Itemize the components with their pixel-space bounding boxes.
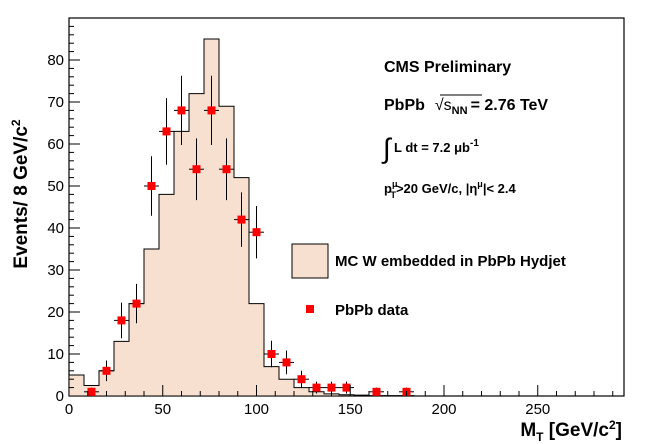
data-point (339, 381, 354, 394)
data-point (159, 98, 174, 165)
y-tick-label: 70 (47, 94, 64, 111)
data-marker (207, 106, 216, 115)
data-marker (252, 228, 261, 237)
data-point (84, 387, 99, 396)
legend-mc-label: MC W embedded in PbPb Hydjet (335, 253, 566, 270)
mc-histogram (68, 38, 624, 397)
data-marker (222, 165, 231, 174)
x-tick-label: 50 (154, 401, 171, 418)
y-tick-label: 20 (47, 304, 64, 321)
data-point (129, 283, 144, 324)
x-axis-label: MT [GeV/c2] (520, 418, 622, 444)
data-points (84, 75, 414, 396)
data-marker (177, 106, 186, 115)
data-marker (267, 350, 276, 358)
data-point (279, 350, 294, 375)
legend-data-marker (306, 305, 314, 313)
energy-label: PbPb √sNN = 2.76 TeV (384, 97, 548, 117)
y-tick-label: 50 (47, 178, 64, 195)
data-point (234, 192, 249, 247)
data-point (114, 302, 129, 339)
experiment-label: CMS Preliminary (384, 59, 511, 76)
y-tick-label: 40 (47, 220, 64, 237)
data-marker (372, 387, 381, 396)
data-marker (87, 387, 96, 396)
data-point (189, 138, 204, 201)
y-tick-label: 60 (47, 136, 64, 153)
data-marker (297, 375, 306, 384)
data-point (99, 360, 114, 382)
legend-data-label: PbPb data (335, 302, 409, 319)
y-tick-label: 10 (47, 346, 64, 363)
data-point (219, 138, 234, 201)
x-tick-label: 0 (65, 401, 73, 418)
y-tick-label: 0 (56, 388, 64, 405)
x-tick-label: 200 (431, 401, 456, 418)
x-tick-label: 150 (338, 401, 363, 418)
data-marker (327, 383, 336, 392)
data-marker (312, 383, 321, 392)
histogram-bars (68, 38, 624, 397)
y-tick-label: 80 (47, 52, 64, 69)
data-marker (162, 127, 171, 136)
legend: MC W embedded in PbPb Hydjet PbPb data (291, 243, 566, 319)
axis-ticks: 0 50 100 150 200 250 0 10 20 30 40 50 60 70 80 (47, 25, 614, 418)
x-tick-label: 100 (244, 401, 269, 418)
data-point (174, 75, 189, 146)
data-marker (117, 316, 126, 325)
data-marker (342, 383, 351, 392)
legend-mc-swatch (291, 243, 329, 279)
data-point (264, 340, 279, 368)
data-marker (147, 182, 156, 190)
data-marker (132, 299, 141, 308)
data-marker (237, 215, 246, 224)
data-point (249, 205, 264, 259)
y-axis-label: Events/ 8 GeV/c2 (9, 119, 32, 269)
data-point (369, 387, 384, 396)
data-point (294, 370, 309, 388)
data-marker (102, 366, 111, 375)
data-marker (192, 165, 201, 174)
integral-sign: ∫ (381, 133, 393, 164)
luminosity-label: L dt = 7.2 μb-1 (394, 138, 479, 155)
data-point (309, 381, 324, 394)
data-point (144, 156, 159, 216)
data-point (204, 75, 219, 146)
x-tick-label: 250 (525, 401, 550, 418)
y-tick-label: 30 (47, 262, 64, 279)
data-marker (282, 358, 291, 367)
cut-label: pμ T>20 GeV/c, |ημ|< 2.4 (384, 179, 516, 200)
